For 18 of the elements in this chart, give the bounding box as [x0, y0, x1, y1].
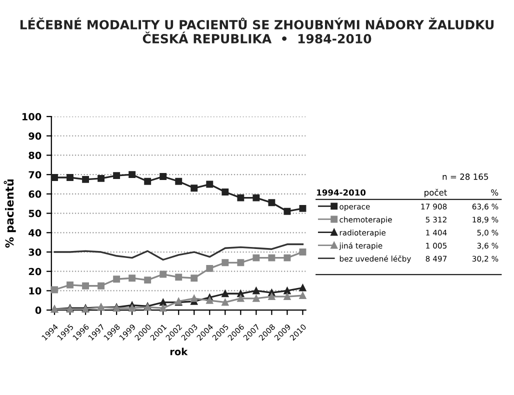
y-axis-title: % pacientů [4, 179, 16, 248]
y-tick-label: 80 [28, 152, 42, 160]
y-tick-label: 70 [28, 171, 42, 178]
y-tick-label: 0 [35, 306, 42, 314]
y-tick-label: 50 [28, 210, 42, 218]
text: počet [424, 188, 447, 198]
text: n = 28 165 [442, 174, 488, 180]
y-tick-label: 30 [28, 248, 42, 256]
y-tick-label: 20 [28, 268, 42, 276]
text: % [491, 189, 498, 196]
y-tick-label: 60 [28, 190, 42, 198]
y-tick-label: 90 [28, 132, 42, 140]
chart-title: LÉČEBNÉ MODALITY U PACIENTŮ SE ZHOUBNÝMI NÁDORY ŽALUDKU ČESKÁ REPUBLIKA • 1984-2010 [20, 18, 494, 44]
text: 1994-2010 [317, 189, 366, 196]
y-tick-label: 40 [28, 229, 42, 236]
y-tick-label: 10 [29, 287, 42, 295]
y-tick-label: 100 [22, 113, 42, 120]
x-axis-title: rok [170, 348, 188, 356]
